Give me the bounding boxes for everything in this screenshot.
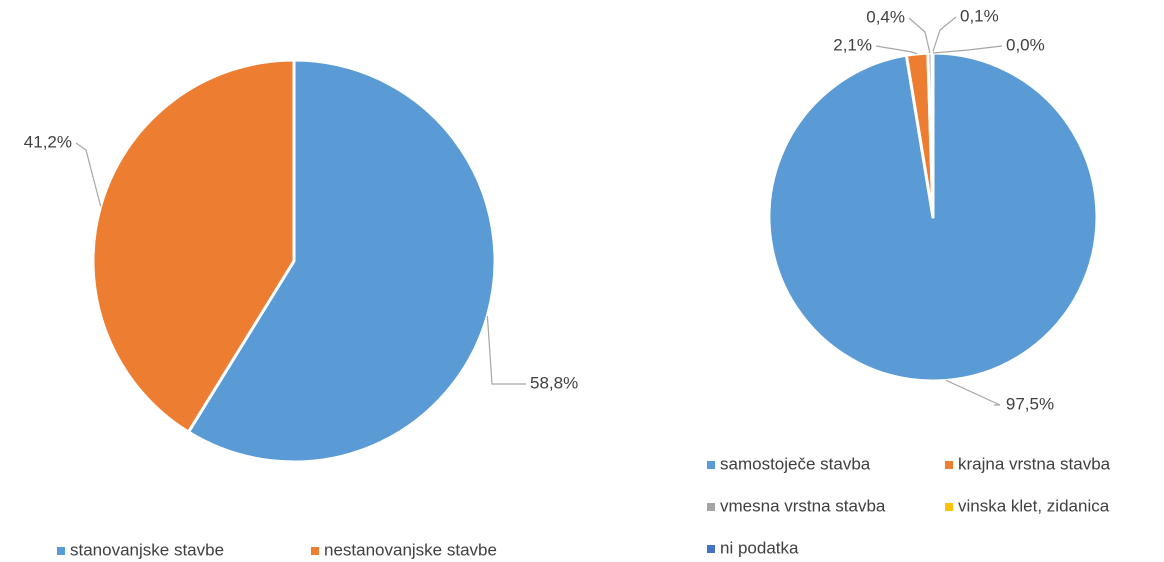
data-label: 0,0% — [1006, 35, 1045, 54]
legend-swatch — [707, 461, 715, 469]
leader-line — [875, 45, 918, 55]
leader-line — [486, 315, 526, 385]
legend-swatch — [945, 503, 953, 511]
legend-label: vinska klet, zidanica — [958, 496, 1110, 515]
legend-label: nestanovanjske stavbe — [324, 540, 497, 559]
legend-label: krajna vrstna stavba — [958, 454, 1111, 473]
legend-swatch — [311, 547, 319, 555]
pie-slice — [186, 58, 497, 464]
data-label: 97,5% — [1006, 394, 1054, 413]
leader-line — [932, 45, 1003, 54]
leader-line — [75, 142, 102, 207]
data-label: 2,1% — [833, 35, 872, 54]
data-label: 58,8% — [530, 373, 578, 392]
legend-swatch — [707, 503, 715, 511]
data-label: 0,4% — [866, 7, 905, 26]
legend-swatch — [945, 461, 953, 469]
leader-line — [908, 17, 931, 54]
data-label: 41,2% — [24, 132, 72, 151]
legend-label: samostoječe stavba — [720, 454, 871, 473]
pie-slice — [91, 58, 296, 434]
legend-label: ni podatka — [720, 538, 799, 557]
legend-label: vmesna vrstna stavba — [720, 496, 886, 515]
legend-label: stanovanjske stavbe — [70, 540, 224, 559]
legend-swatch — [57, 547, 65, 555]
data-label: 0,1% — [960, 6, 999, 25]
legend-swatch — [707, 545, 715, 553]
leader-line — [931, 16, 957, 54]
leader-line — [946, 379, 1001, 406]
